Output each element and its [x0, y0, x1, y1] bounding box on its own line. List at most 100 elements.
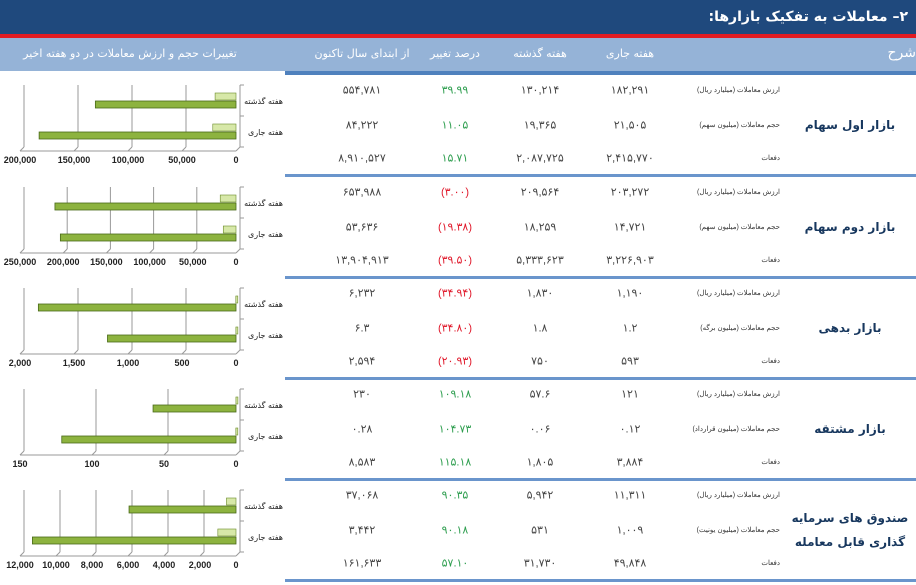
last-week-value: ۱۹,۳۶۵ — [524, 119, 557, 132]
pct-change-value: ۱۱۵.۱۸ — [439, 456, 472, 469]
ytd-value: ۰.۲۸ — [352, 423, 373, 436]
ytd-value: ۱۶۱,۶۳۳ — [343, 557, 382, 570]
gridline-foot — [150, 249, 154, 253]
last-week-value: ۷۵۰ — [531, 355, 549, 368]
x-tick-label: 0 — [233, 155, 238, 165]
ytd-value: ۲,۵۹۴ — [349, 355, 376, 368]
volume-bar — [215, 93, 236, 100]
x-tick-label: 4,000 — [153, 560, 176, 570]
gridline-foot — [74, 147, 78, 151]
ytd-value: ۵۵۴,۷۸۱ — [343, 84, 382, 97]
row-label: حجم معاملات (میلیون برگه) — [700, 324, 780, 332]
row-label: دفعات — [761, 559, 780, 567]
gridline-foot — [236, 147, 240, 151]
gridline-foot — [182, 350, 186, 354]
gridline-foot — [236, 552, 240, 556]
gridline-foot — [182, 147, 186, 151]
gridline-foot — [128, 552, 132, 556]
category-label: هفته جاری — [248, 230, 283, 239]
gridline-foot — [164, 552, 168, 556]
row-label: حجم معاملات (میلیون سهم) — [699, 121, 780, 129]
ytd-value: ۳۷,۰۶۸ — [346, 489, 379, 502]
section-divider — [285, 276, 916, 279]
pct-change-value: ۹۰.۳۵ — [442, 489, 469, 502]
section-divider — [285, 478, 916, 481]
volume-bar — [220, 195, 236, 202]
section-divider — [285, 377, 916, 380]
category-label: هفته گذشته — [244, 400, 283, 410]
gridline-foot — [92, 552, 96, 556]
pct-change-value: ۱۱.۰۵ — [442, 119, 469, 132]
row-label: دفعات — [761, 458, 780, 466]
current-week-value: ۵۹۳ — [621, 355, 639, 368]
x-tick-label: 1,500 — [63, 358, 86, 368]
x-tick-label: 100,000 — [112, 155, 145, 165]
x-tick-label: 100 — [84, 459, 99, 469]
ytd-value: ۵۳,۶۳۶ — [346, 221, 379, 234]
value-bar — [153, 405, 236, 412]
gridline-foot — [128, 350, 132, 354]
ytd-value: ۸۴,۲۲۲ — [346, 119, 379, 132]
row-label: ارزش معاملات (میلیارد ریال) — [697, 289, 780, 297]
ytd-value: ۳,۴۴۲ — [349, 524, 376, 537]
volume-bar — [236, 327, 238, 334]
gridline-foot — [20, 451, 24, 455]
value-bar — [129, 506, 236, 513]
x-tick-label: 500 — [174, 358, 189, 368]
header-last-week: هفته گذشته — [513, 47, 567, 60]
market-name-line: صندوق های سرمایه — [792, 506, 909, 530]
pct-change-value: ۱۰۹.۱۸ — [439, 388, 472, 401]
x-tick-label: 150,000 — [58, 155, 91, 165]
category-label: هفته جاری — [248, 331, 283, 340]
row-label: حجم معاملات (میلیون یونیت) — [697, 526, 780, 534]
market-name: بازار مشتقه — [814, 417, 886, 441]
x-tick-label: 0 — [233, 459, 238, 469]
header-ytd: از ابتدای سال تاکنون — [314, 47, 409, 60]
ytd-value: ۸,۵۸۳ — [349, 456, 376, 469]
volume-bar — [236, 428, 238, 435]
gridline-foot — [20, 350, 24, 354]
pct-change-value: ۱۵.۷۱ — [442, 152, 469, 165]
value-bar — [95, 101, 236, 108]
current-week-value: ۲۱,۵۰۵ — [614, 119, 647, 132]
gridline-foot — [236, 249, 240, 253]
gridline-foot — [106, 249, 110, 253]
last-week-value: ۵۳۱ — [531, 524, 549, 537]
x-tick-label: 200,000 — [4, 155, 37, 165]
current-week-value: ۳,۸۸۴ — [617, 456, 644, 469]
section-divider — [285, 174, 916, 177]
x-tick-label: 10,000 — [42, 560, 70, 570]
value-bar — [60, 234, 236, 241]
row-label: ارزش معاملات (میلیارد ریال) — [697, 86, 780, 94]
gridline-foot — [236, 451, 240, 455]
ytd-value: ۶.۳ — [355, 322, 370, 335]
ytd-value: ۶۵۳,۹۸۸ — [343, 186, 382, 199]
x-tick-label: 250,000 — [4, 257, 37, 267]
category-label: هفته گذشته — [244, 501, 283, 511]
pct-change-value: ۹۰.۱۸ — [442, 524, 469, 537]
row-label: دفعات — [761, 357, 780, 365]
category-label: هفته گذشته — [244, 96, 283, 106]
pct-change-value: (۳۴.۸۰) — [438, 322, 472, 335]
market-name: بازار اول سهام — [805, 113, 895, 137]
last-week-value: ۰.۰۶ — [530, 423, 551, 436]
x-tick-label: 2,000 — [189, 560, 212, 570]
pct-change-value: (۱۹.۳۸) — [438, 221, 472, 234]
current-week-value: ۱۲۱ — [621, 388, 639, 401]
value-bar — [32, 537, 236, 544]
header-pct-change: درصد تغییر — [430, 47, 480, 60]
last-week-value: ۳۱,۷۳۰ — [524, 557, 557, 570]
last-week-value: ۵۷.۶ — [530, 388, 551, 401]
ytd-value: ۶,۲۳۲ — [349, 287, 376, 300]
value-bar — [107, 335, 236, 342]
x-tick-label: 2,000 — [9, 358, 32, 368]
market-name: بازار بدهی — [818, 316, 881, 340]
pct-change-value: (۳۹.۵۰) — [438, 254, 472, 267]
row-label: ارزش معاملات (میلیارد ریال) — [697, 390, 780, 398]
last-week-value: ۲,۰۸۷,۷۲۵ — [516, 152, 563, 165]
x-tick-label: 6,000 — [117, 560, 140, 570]
